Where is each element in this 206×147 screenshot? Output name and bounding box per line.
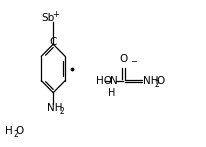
Text: O: O [156, 76, 165, 86]
Text: N: N [110, 76, 118, 86]
Text: Sb: Sb [41, 13, 54, 23]
Text: O: O [15, 126, 23, 136]
Text: C: C [49, 37, 57, 47]
Text: 2: 2 [60, 107, 64, 116]
Text: O: O [119, 54, 128, 64]
Text: −: − [130, 57, 137, 66]
Text: NH: NH [143, 76, 158, 86]
Text: HO: HO [96, 76, 112, 86]
Text: H: H [108, 87, 115, 98]
Text: H: H [5, 126, 13, 136]
Text: +: + [53, 10, 60, 19]
Text: 2: 2 [154, 80, 159, 89]
Text: 2: 2 [13, 130, 18, 139]
Text: NH: NH [47, 103, 63, 113]
